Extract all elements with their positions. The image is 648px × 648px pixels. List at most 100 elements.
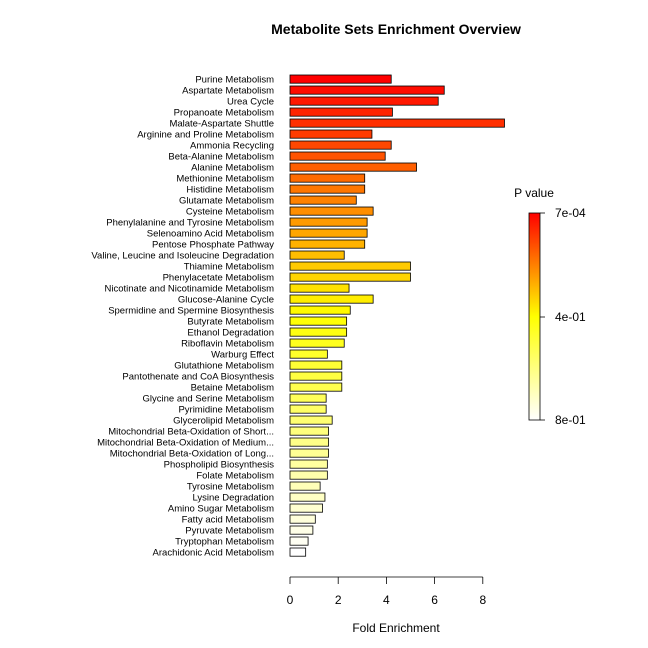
x-tick-label: 0 bbox=[287, 593, 294, 607]
x-tick-label: 6 bbox=[431, 593, 438, 607]
category-label: Glycine and Serine Metabolism bbox=[143, 393, 275, 404]
bars-group bbox=[289, 74, 505, 557]
category-label: Phenylacetate Metabolism bbox=[163, 272, 275, 283]
bar bbox=[289, 525, 314, 535]
bar bbox=[289, 459, 328, 469]
bar bbox=[289, 74, 392, 84]
legend-label-top: 7e-04 bbox=[555, 206, 586, 220]
bar bbox=[289, 294, 374, 304]
x-axis-label: Fold Enrichment bbox=[352, 621, 440, 635]
category-label: Spermidine and Spermine Biosynthesis bbox=[108, 305, 274, 316]
bar bbox=[289, 151, 386, 161]
category-label: Folate Metabolism bbox=[196, 470, 274, 481]
category-label: Glycerolipid Metabolism bbox=[173, 415, 274, 426]
category-label: Phospholipid Biosynthesis bbox=[164, 459, 275, 470]
category-label: Pantothenate and CoA Biosynthesis bbox=[122, 371, 274, 382]
bar bbox=[289, 85, 445, 95]
bar bbox=[289, 382, 343, 392]
bar bbox=[289, 514, 316, 524]
bar bbox=[289, 415, 333, 425]
category-label: Fatty acid Metabolism bbox=[182, 514, 274, 525]
category-label: Ammonia Recycling bbox=[190, 140, 274, 151]
category-label: Mitochondrial Beta-Oxidation of Medium..… bbox=[97, 437, 274, 448]
bar bbox=[289, 316, 348, 326]
legend-label-mid: 4e-01 bbox=[555, 310, 586, 324]
x-tick-label: 4 bbox=[383, 593, 390, 607]
category-label: Valine, Leucine and Isoleucine Degradati… bbox=[91, 250, 274, 261]
category-label: Warburg Effect bbox=[211, 349, 274, 360]
category-label: Lysine Degradation bbox=[192, 492, 274, 503]
category-label: Pyrimidine Metabolism bbox=[178, 404, 274, 415]
category-label: Aspartate Metabolism bbox=[182, 85, 274, 96]
bar bbox=[289, 481, 321, 491]
bar bbox=[289, 283, 350, 293]
legend-colorbar bbox=[528, 212, 541, 421]
category-label: Thiamine Metabolism bbox=[184, 261, 274, 272]
category-label: Butyrate Metabolism bbox=[187, 316, 274, 327]
bar bbox=[289, 173, 366, 183]
category-label: Glutamate Metabolism bbox=[179, 195, 274, 206]
category-label: Amino Sugar Metabolism bbox=[168, 503, 274, 514]
bar bbox=[289, 393, 327, 403]
category-label: Riboflavin Metabolism bbox=[181, 338, 274, 349]
bar bbox=[289, 195, 357, 205]
bar bbox=[289, 96, 439, 106]
bar bbox=[289, 360, 343, 370]
category-label: Arginine and Proline Metabolism bbox=[137, 129, 274, 140]
x-axis: 0 2 4 6 8 bbox=[287, 576, 486, 607]
bar bbox=[289, 492, 326, 502]
bar bbox=[289, 327, 348, 337]
p-value-legend: P value 7e-04 4e-01 8e-01 bbox=[514, 186, 586, 427]
bar bbox=[289, 184, 366, 194]
legend-label-bottom: 8e-01 bbox=[555, 413, 586, 427]
category-label: Histidine Metabolism bbox=[186, 184, 274, 195]
bar bbox=[289, 118, 505, 128]
bar bbox=[289, 239, 366, 249]
bar bbox=[289, 536, 309, 546]
category-label: Betaine Metabolism bbox=[191, 382, 275, 393]
category-label: Tryptophan Metabolism bbox=[175, 536, 274, 547]
legend-title: P value bbox=[514, 186, 554, 200]
bar bbox=[289, 437, 329, 447]
category-label: Methionine Metabolism bbox=[176, 173, 274, 184]
category-label: Nicotinate and Nicotinamide Metabolism bbox=[105, 283, 275, 294]
bar bbox=[289, 470, 328, 480]
bar bbox=[289, 349, 328, 359]
bar bbox=[289, 305, 351, 315]
bar bbox=[289, 250, 345, 260]
bar bbox=[289, 140, 392, 150]
bar bbox=[289, 503, 323, 513]
category-label: Mitochondrial Beta-Oxidation of Short... bbox=[108, 426, 274, 437]
bar bbox=[289, 129, 373, 139]
bar bbox=[289, 426, 329, 436]
bar bbox=[289, 217, 368, 227]
category-label: Beta-Alanine Metabolism bbox=[168, 151, 274, 162]
x-tick-label: 2 bbox=[335, 593, 342, 607]
category-label: Mitochondrial Beta-Oxidation of Long... bbox=[110, 448, 274, 459]
category-label: Glucose-Alanine Cycle bbox=[178, 294, 274, 305]
category-label: Tyrosine Metabolism bbox=[187, 481, 274, 492]
bar bbox=[289, 404, 327, 414]
category-label: Urea Cycle bbox=[227, 96, 274, 107]
category-label: Pentose Phosphate Pathway bbox=[152, 239, 274, 250]
x-tick-label: 8 bbox=[479, 593, 486, 607]
bar bbox=[289, 338, 345, 348]
category-label: Ethanol Degradation bbox=[187, 327, 274, 338]
bar bbox=[289, 448, 329, 458]
bar bbox=[289, 547, 307, 557]
bar bbox=[289, 162, 417, 172]
chart-title: Metabolite Sets Enrichment Overview bbox=[271, 21, 521, 37]
bar bbox=[289, 107, 393, 117]
bar bbox=[289, 206, 374, 216]
category-label: Cysteine Metabolism bbox=[186, 206, 274, 217]
category-label: Malate-Aspartate Shuttle bbox=[169, 118, 274, 129]
bar bbox=[289, 272, 411, 282]
bar bbox=[289, 228, 368, 238]
category-label: Purine Metabolism bbox=[195, 74, 274, 85]
category-label: Phenylalanine and Tyrosine Metabolism bbox=[106, 217, 274, 228]
category-label: Alanine Metabolism bbox=[191, 162, 274, 173]
category-label: Arachidonic Acid Metabolism bbox=[153, 547, 275, 558]
category-label: Glutathione Metabolism bbox=[174, 360, 274, 371]
